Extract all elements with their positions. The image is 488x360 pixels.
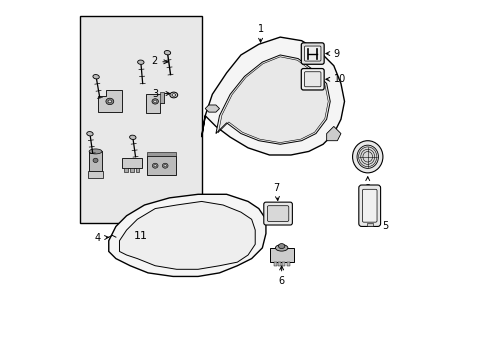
Text: 6: 6	[278, 266, 284, 287]
Polygon shape	[160, 93, 164, 103]
Polygon shape	[201, 37, 344, 155]
Bar	[136, 168, 139, 172]
Bar	[273, 262, 276, 266]
Text: 7: 7	[273, 183, 279, 201]
Ellipse shape	[356, 145, 378, 168]
Polygon shape	[205, 105, 219, 112]
Ellipse shape	[93, 158, 98, 162]
FancyBboxPatch shape	[267, 206, 288, 221]
Text: 9: 9	[325, 49, 339, 59]
Bar	[282, 262, 285, 266]
Ellipse shape	[152, 163, 158, 168]
Bar	[286, 262, 289, 266]
Text: 1: 1	[257, 23, 263, 42]
Ellipse shape	[86, 132, 93, 136]
Ellipse shape	[162, 163, 168, 168]
Bar	[366, 223, 372, 226]
FancyBboxPatch shape	[80, 16, 201, 223]
FancyBboxPatch shape	[304, 72, 320, 87]
Ellipse shape	[93, 75, 99, 79]
Bar	[124, 168, 128, 172]
Ellipse shape	[164, 50, 170, 55]
Ellipse shape	[163, 165, 166, 167]
Text: 5: 5	[372, 221, 387, 231]
FancyBboxPatch shape	[362, 189, 376, 222]
Ellipse shape	[352, 141, 382, 173]
Ellipse shape	[169, 92, 177, 98]
Ellipse shape	[153, 100, 156, 103]
Ellipse shape	[275, 245, 287, 251]
FancyBboxPatch shape	[263, 202, 292, 225]
Text: 11: 11	[128, 226, 142, 242]
Bar	[147, 152, 176, 156]
Ellipse shape	[152, 99, 158, 104]
Text: 3: 3	[152, 89, 169, 99]
Bar	[147, 156, 176, 175]
FancyBboxPatch shape	[304, 46, 320, 61]
FancyBboxPatch shape	[358, 185, 380, 226]
Ellipse shape	[129, 135, 136, 139]
Ellipse shape	[108, 100, 111, 103]
Bar	[278, 262, 281, 266]
Ellipse shape	[89, 149, 102, 154]
Polygon shape	[108, 194, 265, 276]
Polygon shape	[146, 94, 164, 113]
Bar	[269, 248, 293, 262]
Bar	[130, 168, 134, 172]
Ellipse shape	[154, 165, 156, 167]
Text: 4: 4	[95, 233, 108, 243]
Text: 10: 10	[325, 74, 346, 84]
Bar	[87, 171, 103, 178]
Text: 8: 8	[364, 177, 370, 194]
Polygon shape	[326, 126, 340, 141]
Ellipse shape	[137, 60, 144, 64]
Ellipse shape	[278, 244, 285, 249]
Polygon shape	[119, 202, 255, 269]
FancyBboxPatch shape	[301, 68, 324, 90]
Bar	[89, 152, 102, 171]
Polygon shape	[216, 55, 329, 144]
Text: 11: 11	[134, 231, 147, 242]
FancyBboxPatch shape	[301, 43, 324, 64]
Bar	[122, 158, 142, 168]
Text: 2: 2	[151, 57, 167, 66]
Polygon shape	[98, 90, 122, 112]
Ellipse shape	[172, 94, 175, 96]
Ellipse shape	[106, 98, 114, 105]
